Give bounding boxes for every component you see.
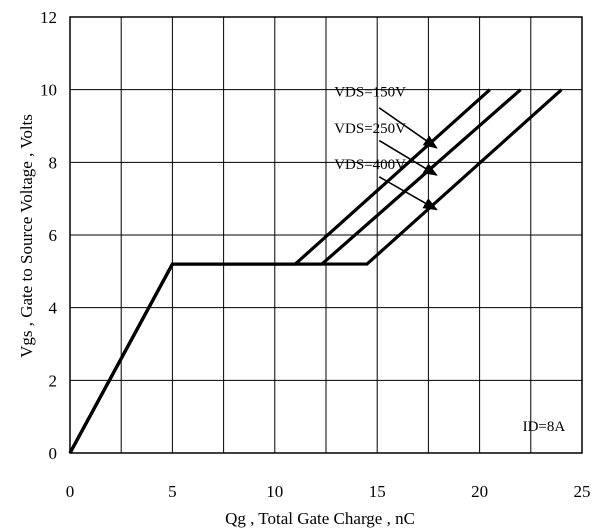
annotation-arrow <box>378 107 438 149</box>
x-tick-label: 0 <box>66 482 75 501</box>
x-tick-label: 10 <box>266 482 283 501</box>
x-tick-labels: 0 5 10 15 20 25 <box>66 482 591 501</box>
y-tick-label: 8 <box>49 153 58 172</box>
series-lines <box>68 88 563 454</box>
annotation-arrow <box>378 176 438 211</box>
annotation-label: VDS=400V <box>334 157 406 173</box>
y-tick-label: 12 <box>40 8 57 27</box>
y-tick-label: 10 <box>40 81 57 100</box>
x-tick-label: 5 <box>168 482 177 501</box>
annotations: VDS=150V VDS=250V VDS=400V ID=8A <box>334 84 565 434</box>
x-axis-label: Qg , Total Gate Charge , nC <box>225 509 415 528</box>
annotation-label: VDS=250V <box>334 121 406 137</box>
annotation-label: ID=8A <box>523 419 566 435</box>
x-tick-label: 25 <box>574 482 591 501</box>
y-tick-label: 6 <box>49 226 58 245</box>
y-tick-label: 2 <box>49 371 58 390</box>
y-tick-label: 4 <box>49 299 58 318</box>
series-line <box>68 88 522 454</box>
annotation-label: VDS=150V <box>334 84 406 100</box>
series-line <box>68 88 491 454</box>
y-axis-label: Vgs , Gate to Source Voltage , Volts <box>17 114 36 358</box>
x-tick-label: 20 <box>471 482 488 501</box>
y-tick-label: 0 <box>49 444 58 463</box>
plot-frame <box>69 16 583 454</box>
y-tick-labels: 0 2 4 6 8 10 12 <box>40 8 58 463</box>
series-line <box>68 88 563 454</box>
x-tick-label: 15 <box>369 482 386 501</box>
annotation-arrow <box>378 139 438 176</box>
